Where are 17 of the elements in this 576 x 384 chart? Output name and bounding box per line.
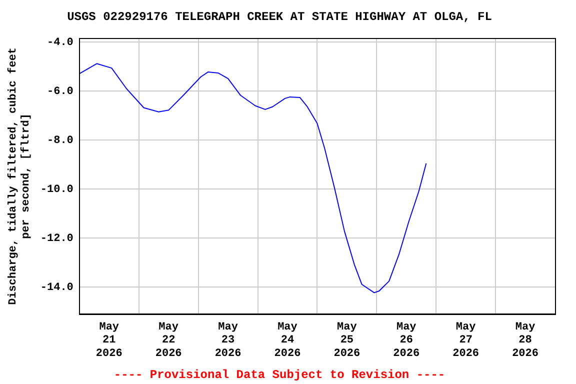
text: ---- Provisional Data Subject to Revision ---- xyxy=(114,368,446,382)
x-tick-label: May 27 2026 xyxy=(452,321,480,360)
chart-title: USGS 022929176 TELEGRAPH CREEK AT STATE HIGHWAY AT OLGA, FL xyxy=(67,10,492,24)
y-axis-title: Discharge, tidally filtered, cubic feet per second, [fltrd] xyxy=(6,47,33,305)
x-tick-label: May 25 2026 xyxy=(334,321,360,360)
x-tick-label: May 24 2026 xyxy=(274,321,301,360)
x-tick-label: May 21 2026 xyxy=(96,321,122,360)
y-tick-label: -12.0 xyxy=(40,232,74,245)
x-tick-label: May 22 2026 xyxy=(155,321,182,360)
y-tick-label: -10.0 xyxy=(40,184,74,196)
y-tick-label: -6.0 xyxy=(47,86,74,98)
y-tick-label: -8.0 xyxy=(47,134,74,147)
y-tick-label: -4.0 xyxy=(47,36,74,49)
x-tick-label: May 23 2026 xyxy=(214,321,242,360)
y-tick-label: -14.0 xyxy=(40,282,74,294)
x-tick-label: May 26 2026 xyxy=(393,321,420,360)
x-tick-label: May 28 2026 xyxy=(512,321,538,360)
